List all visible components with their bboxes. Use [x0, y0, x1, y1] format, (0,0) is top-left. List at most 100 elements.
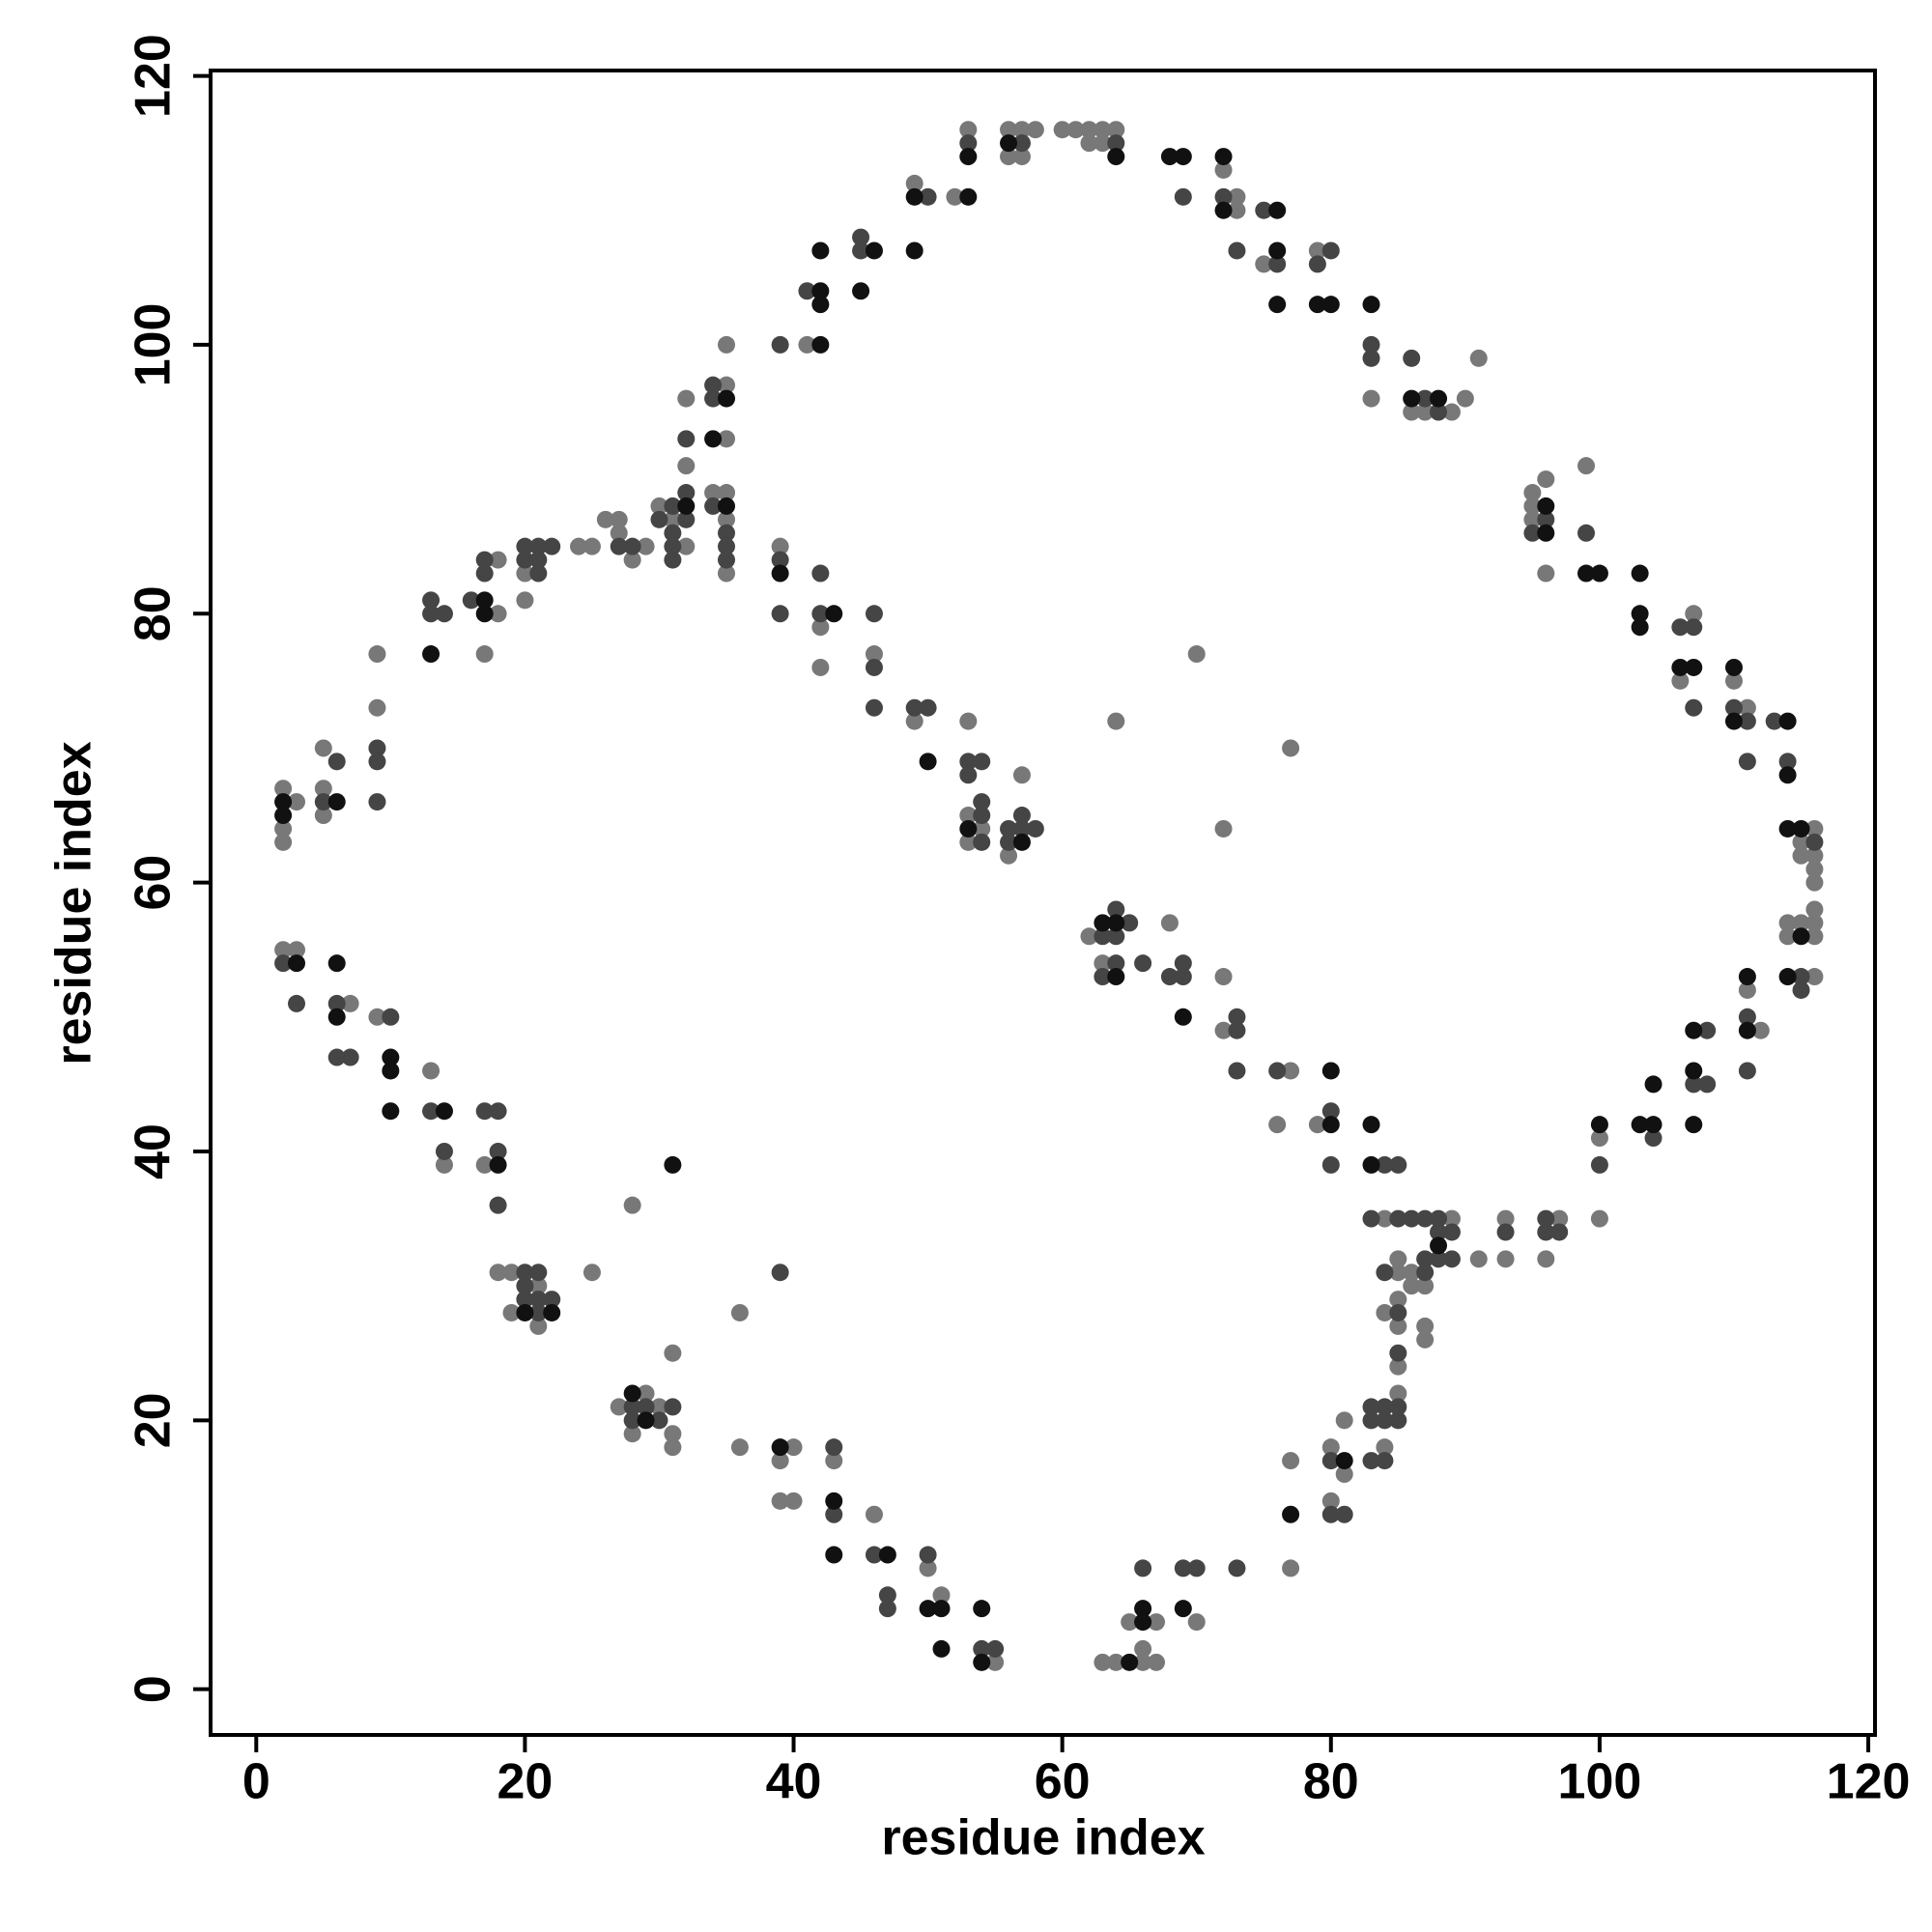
y-tick-label: 100	[126, 303, 182, 387]
contact-point	[341, 994, 359, 1012]
contact-point	[1012, 819, 1031, 838]
contact-point	[1778, 927, 1797, 946]
contact-point	[1403, 403, 1421, 421]
contact-point	[932, 1586, 951, 1605]
contact-point	[1792, 968, 1810, 986]
contact-point	[502, 1264, 521, 1282]
contact-point	[1469, 1250, 1488, 1268]
contact-point	[1778, 712, 1797, 730]
contact-point	[422, 605, 440, 623]
contact-point	[650, 510, 668, 528]
contact-point	[435, 605, 453, 623]
contact-point	[718, 430, 736, 448]
contact-point	[811, 296, 830, 314]
contact-point	[1053, 121, 1071, 139]
contact-point	[529, 1264, 548, 1282]
contact-point	[771, 1438, 789, 1457]
contact-point	[1685, 1116, 1703, 1134]
contact-point	[825, 605, 843, 623]
contact-point	[1577, 564, 1596, 582]
contact-point	[946, 187, 964, 206]
contact-point	[1107, 134, 1125, 153]
contact-point	[704, 376, 723, 394]
contact-point	[1134, 1559, 1152, 1577]
contact-point	[1282, 1505, 1300, 1523]
contact-point	[1644, 1075, 1662, 1094]
contact-point	[1590, 564, 1608, 582]
contact-point	[1376, 1411, 1394, 1430]
contact-point	[1376, 1303, 1394, 1321]
contact-point	[516, 537, 534, 555]
contact-point	[1362, 296, 1380, 314]
contact-point	[811, 658, 830, 676]
contact-point	[516, 591, 534, 610]
contact-point	[704, 484, 723, 502]
contact-point	[1738, 980, 1756, 999]
contact-point	[905, 712, 923, 730]
contact-point	[878, 1546, 896, 1564]
contact-point	[529, 537, 548, 555]
contact-point	[368, 698, 386, 717]
contact-point	[489, 551, 507, 569]
contact-point	[718, 551, 736, 569]
contact-point	[677, 497, 696, 515]
contact-point	[1738, 1008, 1756, 1026]
contact-point	[1187, 1613, 1206, 1632]
contact-point	[327, 994, 346, 1012]
contact-point	[1442, 1250, 1461, 1268]
contact-point	[919, 1559, 937, 1577]
contact-point	[1012, 807, 1031, 825]
contact-point	[1107, 968, 1125, 986]
contact-point	[1805, 860, 1824, 878]
contact-point	[1805, 819, 1824, 838]
contact-point	[1362, 1209, 1380, 1228]
contact-point	[973, 833, 991, 851]
contact-point	[865, 1546, 883, 1564]
contact-point	[475, 1102, 494, 1121]
contact-point	[382, 1062, 400, 1080]
contact-point	[1148, 1653, 1166, 1671]
contact-point	[1792, 846, 1810, 865]
contact-point	[1496, 1209, 1515, 1228]
contact-point	[1778, 914, 1797, 932]
contact-point	[825, 1546, 843, 1564]
contact-point	[1751, 1021, 1770, 1039]
contact-point	[986, 1653, 1005, 1671]
contact-point	[368, 739, 386, 757]
contact-point	[475, 551, 494, 569]
contact-point	[637, 1398, 655, 1416]
contact-point	[865, 658, 883, 676]
contact-point	[1012, 121, 1031, 139]
contact-point	[932, 1639, 951, 1658]
contact-point	[704, 497, 723, 515]
contact-point	[865, 645, 883, 664]
contact-point	[784, 1492, 803, 1510]
contact-point	[730, 1303, 749, 1321]
contact-point	[1403, 389, 1421, 408]
contact-point	[1644, 1116, 1662, 1134]
contact-point	[1685, 698, 1703, 717]
contact-point	[1228, 1021, 1246, 1039]
contact-point	[1537, 497, 1555, 515]
contact-point	[1792, 819, 1810, 838]
contact-point	[718, 497, 736, 515]
contact-point	[1430, 389, 1448, 408]
y-tick-label: 60	[126, 855, 182, 911]
contact-point	[368, 645, 386, 664]
x-tick-label: 100	[1558, 1754, 1642, 1810]
contact-point	[274, 780, 293, 798]
contact-point	[825, 1452, 843, 1470]
contact-point	[382, 1102, 400, 1121]
contact-point	[1590, 1209, 1608, 1228]
contact-point	[973, 1639, 991, 1658]
contact-point	[314, 739, 332, 757]
contact-point	[1121, 1613, 1139, 1632]
contact-point	[1724, 671, 1743, 690]
contact-point	[1376, 1209, 1394, 1228]
contact-point	[825, 1438, 843, 1457]
contact-point	[1805, 968, 1824, 986]
contact-point	[771, 564, 789, 582]
contact-point	[1000, 134, 1018, 153]
contact-point	[1308, 255, 1326, 273]
contact-point	[1134, 954, 1152, 973]
